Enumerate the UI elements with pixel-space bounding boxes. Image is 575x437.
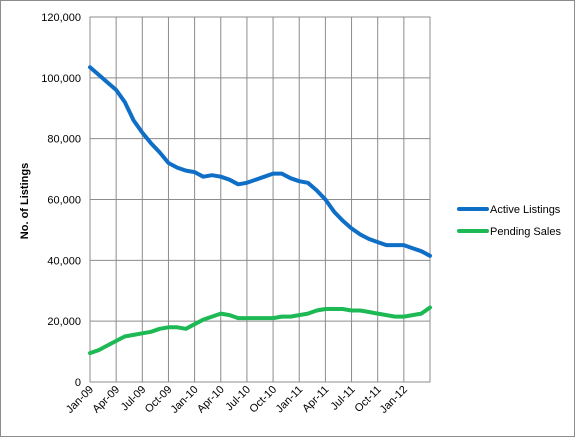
y-tick-label: 40,000	[47, 255, 81, 267]
x-tick-label: Jan-11	[274, 384, 306, 416]
y-tick-label: 80,000	[47, 134, 81, 146]
x-tick-label: Oct-10	[247, 384, 279, 416]
x-tick-label: Jan-12	[378, 384, 410, 416]
y-tick-label: 20,000	[47, 316, 81, 328]
y-tick-label: 60,000	[47, 195, 81, 207]
y-axis-label: No. of Listings	[19, 163, 31, 239]
y-axis-ticks: 0 20,000 40,000 60,000 80,000 100,000 120,000	[41, 12, 81, 389]
y-tick-label: 0	[75, 377, 81, 389]
x-tick-label: Oct-09	[143, 384, 175, 416]
y-tick-label: 120,000	[41, 12, 81, 24]
x-tick-label: Apr-11	[300, 384, 331, 415]
x-tick-label: Jan-10	[168, 384, 200, 416]
grid	[89, 16, 431, 383]
legend: Active Listings Pending Sales	[457, 204, 561, 238]
y-tick-label: 100,000	[41, 73, 81, 85]
plot-area-border	[89, 16, 431, 383]
series-lines	[88, 65, 432, 356]
legend-label: Active Listings	[490, 204, 561, 216]
series-line-pending-sales	[88, 305, 432, 356]
x-axis-ticks: Jan-09Apr-09Jul-09Oct-09Jan-10Apr-10Jul-…	[64, 384, 410, 416]
x-tick-label: Apr-10	[195, 384, 227, 416]
x-tick-label: Apr-09	[90, 384, 122, 416]
series-line-active-listings	[88, 65, 432, 258]
legend-label: Pending Sales	[490, 226, 561, 238]
